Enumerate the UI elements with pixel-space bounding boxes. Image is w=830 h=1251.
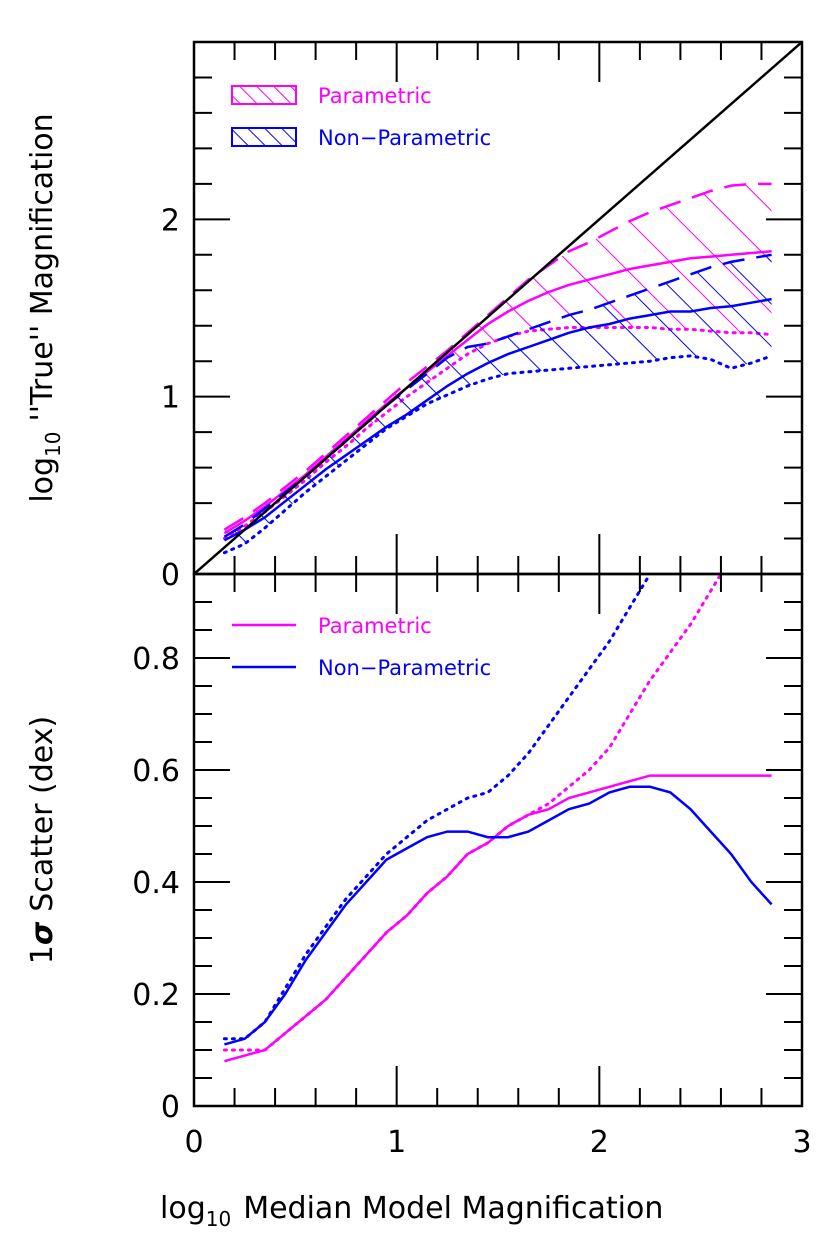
parametric-upper-dashed-line [223, 182, 772, 531]
y-tick-label: 0 [161, 1090, 180, 1125]
x-tick-label: 2 [590, 1125, 609, 1160]
non-parametric-dotted-line [222, 574, 652, 1041]
top-legend: Parametric Non−Parametric [231, 84, 491, 150]
legend-label-non-parametric: Non−Parametric [318, 656, 491, 680]
bottom-y-axis-label: 1σScatter (dex) [25, 716, 60, 964]
y-tick-label: 0.4 [132, 866, 180, 901]
non-parametric-hatched-band [224, 254, 772, 553]
non-parametric-median-line [223, 297, 772, 542]
parametric-hatched-band [224, 183, 772, 539]
legend-label-parametric: Parametric [318, 614, 432, 638]
non-parametric-lower-dotted-line [222, 354, 774, 555]
y-tick-label: 0.8 [132, 642, 180, 677]
bottom-plot-area [222, 574, 773, 1063]
top-y-axis-label: log10''True'' Magnification [25, 113, 65, 502]
y-tick-label: 0 [161, 558, 180, 593]
x-tick-label: 0 [184, 1125, 203, 1160]
legend-swatch-non-parametric [231, 127, 297, 147]
x-tick-label: 1 [387, 1125, 406, 1160]
plot-frame [192, 572, 804, 1108]
non-parametric-solid-line [224, 785, 773, 1046]
parametric-dotted-line [222, 574, 723, 1052]
bottom-panel: 0 0.2 0.4 0.6 0.8 0 1 2 3 Parametric Non−Parametri… [132, 572, 812, 1160]
x-tick-label: 3 [792, 1125, 811, 1160]
axis-labels: log10''True'' Magnification 1σScatter (d… [25, 113, 663, 1231]
one-to-one-line [194, 42, 802, 574]
bottom-legend: Parametric Non−Parametric [232, 614, 491, 680]
x-axis-label: log10 Median Model Magnification [160, 1191, 663, 1231]
parametric-median-line [223, 250, 772, 535]
top-panel: 0 1 2 Parametric Non−Parametric [161, 40, 804, 593]
legend-label-parametric: Parametric [318, 84, 432, 108]
parametric-solid-line [224, 774, 772, 1063]
top-plot-area [194, 42, 802, 574]
legend-swatch-parametric [231, 85, 297, 105]
y-tick-label: 0.2 [132, 978, 180, 1013]
y-tick-label: 0.6 [132, 754, 180, 789]
y-tick-label: 1 [161, 381, 180, 416]
legend-label-non-parametric: Non−Parametric [318, 126, 491, 150]
y-tick-label: 2 [161, 203, 180, 238]
